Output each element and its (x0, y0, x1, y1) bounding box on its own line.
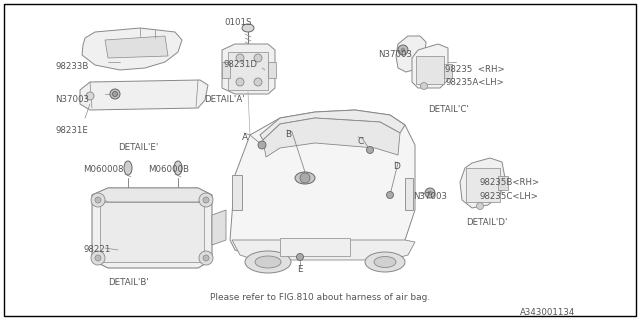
Text: N37003: N37003 (55, 95, 89, 104)
Text: 0101S: 0101S (224, 18, 252, 27)
Polygon shape (460, 158, 505, 208)
Circle shape (199, 251, 213, 265)
Polygon shape (263, 118, 400, 157)
Circle shape (91, 193, 105, 207)
Ellipse shape (174, 161, 182, 175)
Circle shape (95, 197, 101, 203)
Circle shape (428, 191, 432, 195)
Bar (222, 62, 230, 78)
Circle shape (91, 251, 105, 265)
Circle shape (203, 197, 209, 203)
Polygon shape (232, 240, 415, 260)
Circle shape (367, 147, 374, 154)
Circle shape (420, 83, 428, 90)
Circle shape (95, 255, 101, 261)
Polygon shape (82, 28, 182, 70)
Circle shape (296, 253, 303, 260)
Text: 98231D: 98231D (224, 60, 258, 69)
Text: A: A (242, 133, 248, 142)
Bar (268, 62, 276, 78)
Bar (498, 176, 508, 190)
Text: M060008: M060008 (83, 165, 124, 174)
Ellipse shape (242, 24, 254, 32)
Circle shape (203, 255, 209, 261)
Ellipse shape (295, 172, 315, 184)
Text: 98235B<RH>: 98235B<RH> (480, 178, 540, 187)
Polygon shape (105, 36, 168, 58)
Text: A343001134: A343001134 (520, 308, 575, 317)
Text: DETAIL'D': DETAIL'D' (466, 218, 508, 227)
Text: B: B (285, 130, 291, 139)
Text: 98235C<LH>: 98235C<LH> (480, 192, 539, 201)
Ellipse shape (374, 257, 396, 268)
Ellipse shape (365, 252, 405, 272)
Polygon shape (212, 210, 226, 245)
Circle shape (387, 191, 394, 198)
Polygon shape (80, 80, 208, 110)
Bar (466, 168, 500, 202)
Circle shape (401, 48, 405, 52)
Circle shape (258, 141, 266, 149)
Circle shape (300, 173, 310, 183)
Text: D: D (393, 162, 400, 171)
Polygon shape (230, 110, 415, 255)
Bar (405, 178, 413, 210)
Text: 98231E: 98231E (55, 126, 88, 135)
Bar (228, 52, 268, 90)
Circle shape (110, 89, 120, 99)
Text: 98221: 98221 (83, 245, 110, 254)
Bar (444, 64, 452, 78)
Circle shape (254, 78, 262, 86)
Text: E: E (297, 265, 303, 274)
Text: Please refer to FIG.810 about harness of air bag.: Please refer to FIG.810 about harness of… (210, 293, 430, 302)
Circle shape (236, 54, 244, 62)
Text: DETAIL'B': DETAIL'B' (108, 278, 149, 287)
Polygon shape (222, 44, 275, 94)
Bar (280, 238, 350, 256)
Polygon shape (92, 188, 212, 268)
Bar (232, 175, 242, 210)
Circle shape (477, 203, 483, 210)
Polygon shape (92, 188, 212, 202)
Text: N37003: N37003 (413, 192, 447, 201)
Circle shape (199, 193, 213, 207)
Circle shape (425, 188, 435, 198)
Text: N37003: N37003 (378, 50, 412, 59)
Text: DETAIL'A': DETAIL'A' (204, 95, 244, 104)
Polygon shape (412, 44, 448, 88)
Bar (416, 56, 444, 84)
Ellipse shape (245, 251, 291, 273)
Circle shape (398, 45, 408, 55)
Circle shape (113, 92, 118, 97)
Text: 98233B: 98233B (55, 62, 88, 71)
Text: 98235  <RH>: 98235 <RH> (445, 65, 504, 74)
Text: DETAIL'C': DETAIL'C' (428, 105, 469, 114)
Polygon shape (260, 110, 405, 140)
Circle shape (254, 54, 262, 62)
Ellipse shape (124, 161, 132, 175)
Text: 98235A<LH>: 98235A<LH> (445, 78, 504, 87)
Text: DETAIL'E': DETAIL'E' (118, 143, 158, 152)
Bar (100, 202, 204, 262)
Text: C: C (357, 137, 364, 146)
Circle shape (236, 78, 244, 86)
Polygon shape (396, 36, 426, 72)
Ellipse shape (255, 256, 281, 268)
Text: M06000B: M06000B (148, 165, 189, 174)
Circle shape (86, 92, 94, 100)
